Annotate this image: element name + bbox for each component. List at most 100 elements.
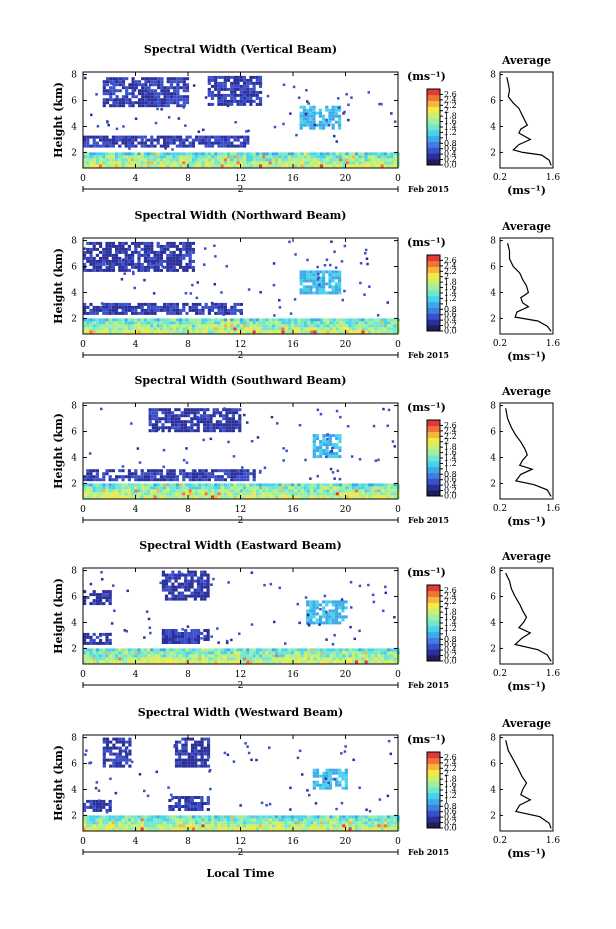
heatmap-cell bbox=[102, 821, 106, 825]
heatmap-cell bbox=[300, 654, 304, 658]
heatmap-cell bbox=[166, 262, 170, 266]
heatmap-cell bbox=[326, 324, 330, 328]
heatmap-cell bbox=[383, 824, 387, 828]
heatmap-cell bbox=[102, 475, 106, 479]
heatmap-cell bbox=[217, 654, 221, 658]
heatmap-cell bbox=[291, 815, 295, 819]
heatmap-cell bbox=[236, 489, 240, 493]
heatmap-cell bbox=[168, 579, 172, 583]
heatmap-cell bbox=[174, 579, 178, 583]
average-x-label: (ms⁻¹) bbox=[507, 515, 546, 528]
heatmap-cell bbox=[203, 579, 207, 583]
heatmap-cell bbox=[334, 114, 338, 118]
heatmap-cell bbox=[204, 152, 208, 156]
heatmap-cell bbox=[307, 164, 311, 168]
heatmap-cell bbox=[182, 138, 186, 142]
heatmap-cell bbox=[328, 276, 332, 280]
heatmap-cell bbox=[89, 660, 93, 664]
heatmap-cell bbox=[255, 815, 259, 819]
heatmap-cell bbox=[268, 654, 272, 658]
heatmap-cell bbox=[243, 469, 247, 473]
heatmap-cell bbox=[166, 302, 170, 306]
heatmap-cell bbox=[188, 657, 192, 661]
heatmap-cell bbox=[185, 818, 189, 822]
heatmap-cell bbox=[310, 827, 314, 831]
heatmap-cell bbox=[214, 81, 218, 85]
heatmap-cell bbox=[147, 101, 151, 105]
heatmap-cell bbox=[339, 164, 343, 168]
heatmap-cell bbox=[134, 308, 138, 312]
heatmap-cell bbox=[180, 414, 184, 418]
heatmap-cell bbox=[184, 594, 188, 598]
heatmap-cell bbox=[316, 321, 320, 325]
heatmap-cell bbox=[271, 657, 275, 661]
heatmap-cell bbox=[102, 648, 106, 652]
heatmap-cell bbox=[211, 821, 215, 825]
heatmap-cell bbox=[278, 818, 282, 822]
heatmap-cell bbox=[102, 660, 106, 664]
colorbar-tick-label: 2 bbox=[444, 106, 449, 115]
heatmap-cell bbox=[191, 265, 195, 269]
average-y-tick-label: 4 bbox=[490, 122, 496, 132]
heatmap-cell bbox=[143, 472, 147, 476]
heatmap-cell bbox=[233, 815, 237, 819]
heatmap-cell bbox=[102, 495, 106, 499]
average-frame bbox=[499, 402, 554, 500]
heatmap-cell bbox=[127, 495, 131, 499]
heatmap-cell bbox=[255, 651, 259, 655]
heatmap-cell bbox=[172, 827, 176, 831]
heatmap-cell bbox=[230, 478, 234, 482]
heatmap-cell bbox=[339, 155, 343, 159]
heatmap-cell bbox=[127, 654, 131, 658]
heatmap-cell bbox=[150, 815, 154, 819]
heatmap-cell bbox=[334, 273, 338, 277]
heatmap-cell bbox=[259, 161, 263, 165]
heatmap-cell bbox=[323, 155, 327, 159]
heatmap-cell bbox=[182, 492, 186, 496]
heatmap-cell bbox=[147, 152, 151, 156]
heatmap-cell bbox=[179, 98, 183, 102]
heatmap-cell bbox=[329, 821, 333, 825]
heatmap-cell bbox=[185, 492, 189, 496]
heatmap-cell bbox=[294, 164, 298, 168]
heatmap-cell bbox=[175, 654, 179, 658]
heatmap-cell bbox=[179, 247, 183, 251]
heatmap-cell bbox=[299, 114, 303, 118]
heatmap-cell bbox=[105, 654, 109, 658]
heatmap-cell bbox=[316, 815, 320, 819]
heatmap-cell bbox=[347, 103, 350, 106]
heatmap-cell bbox=[211, 818, 215, 822]
heatmap-cell bbox=[243, 815, 247, 819]
heatmap-cell bbox=[351, 818, 355, 822]
heatmap-cell bbox=[334, 618, 339, 622]
heatmap-cell bbox=[188, 824, 192, 828]
heatmap-cell bbox=[105, 80, 110, 84]
heatmap-cell bbox=[358, 489, 362, 493]
heatmap-cell bbox=[196, 582, 201, 586]
heatmap-cell bbox=[246, 90, 250, 94]
heatmap-cell bbox=[188, 654, 192, 658]
heatmap-cell bbox=[156, 324, 160, 328]
heatmap-cell bbox=[358, 330, 362, 334]
heatmap-cell bbox=[348, 318, 352, 322]
heatmap-cell bbox=[275, 483, 279, 487]
heatmap-cell bbox=[249, 324, 253, 328]
heatmap-cell bbox=[252, 90, 256, 94]
heatmap-cell bbox=[297, 318, 301, 322]
heatmap-cell bbox=[364, 818, 368, 822]
heatmap-cell bbox=[338, 114, 342, 118]
heatmap-cell bbox=[182, 89, 186, 93]
heatmap-cell bbox=[223, 818, 227, 822]
heatmap-cell bbox=[309, 618, 313, 622]
heatmap-cell bbox=[95, 247, 99, 251]
heatmap-cell bbox=[172, 259, 176, 263]
heatmap-cell bbox=[325, 118, 328, 122]
heatmap-cell bbox=[325, 258, 329, 261]
heatmap-cell bbox=[83, 302, 87, 306]
heatmap-cell bbox=[102, 815, 106, 819]
heatmap-cell bbox=[310, 660, 314, 664]
heatmap-cell bbox=[190, 591, 194, 595]
heatmap-cell bbox=[313, 489, 317, 493]
heatmap-cell bbox=[230, 654, 234, 658]
heatmap-cell bbox=[287, 824, 291, 828]
